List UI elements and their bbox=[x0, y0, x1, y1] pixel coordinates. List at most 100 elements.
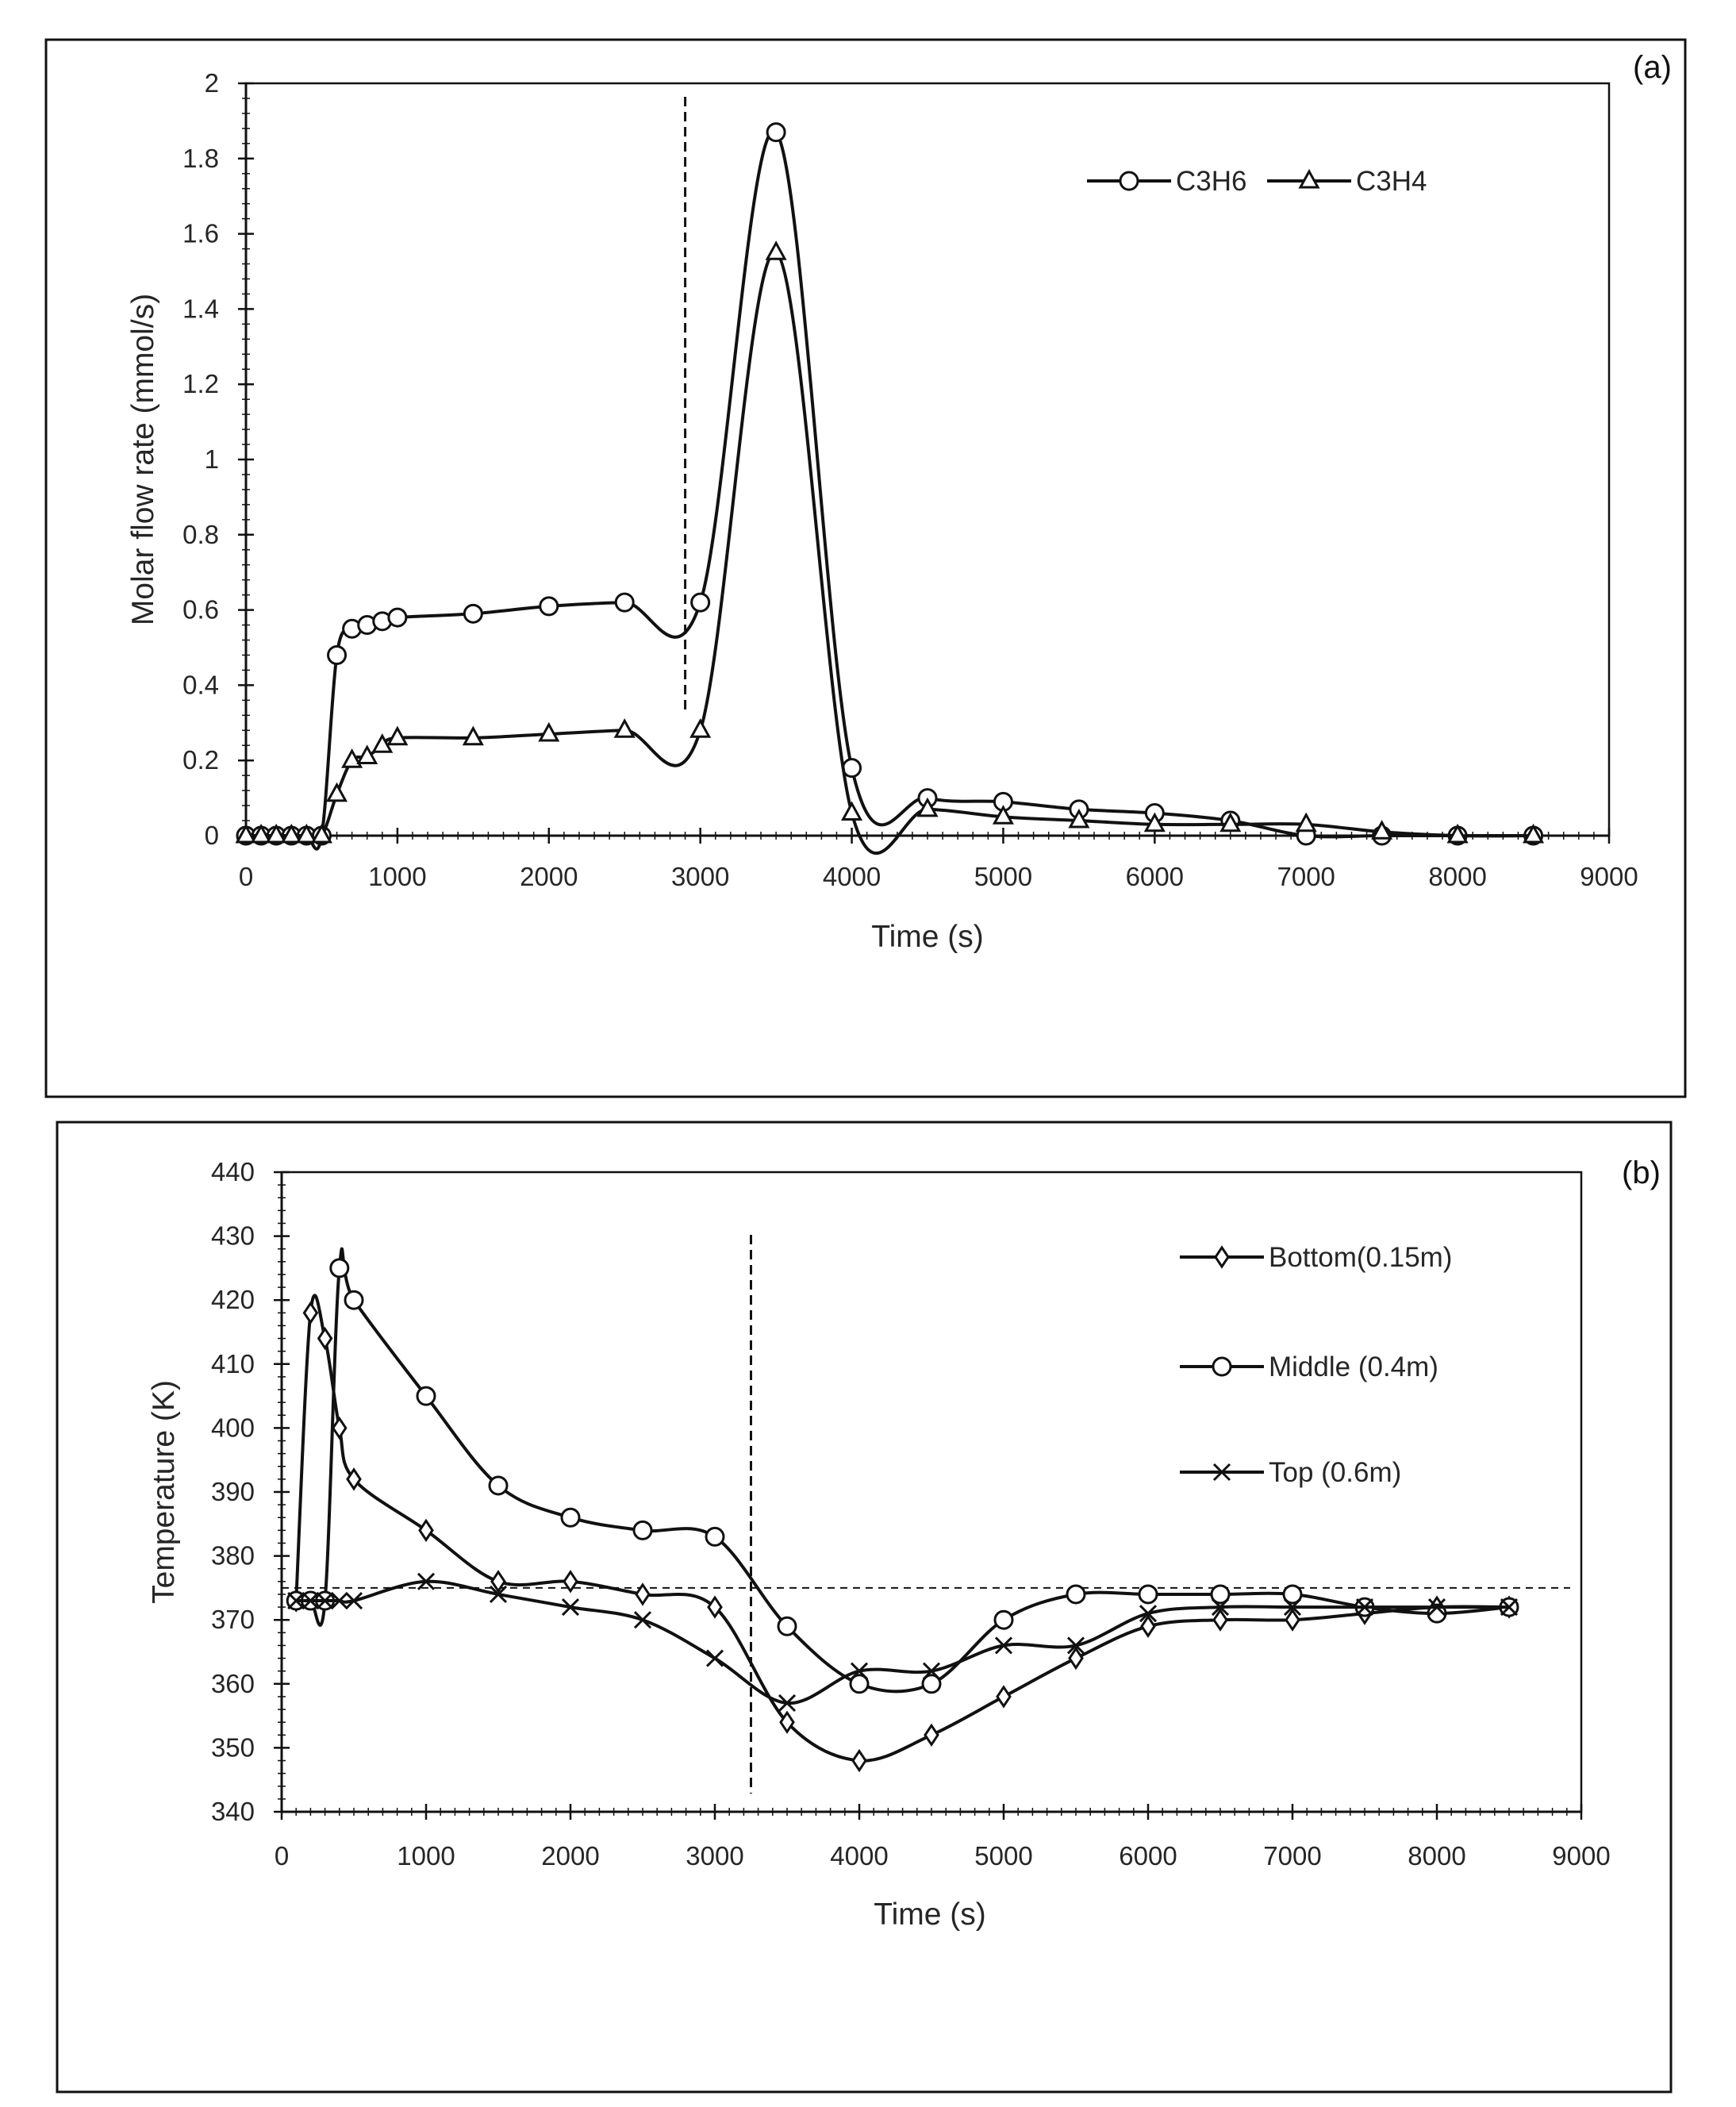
a-y-tick-label: 0.2 bbox=[182, 745, 219, 775]
b-y-tick-label: 420 bbox=[211, 1285, 255, 1314]
b-legend-item-top-0-6m: Top (0.6m) bbox=[1180, 1457, 1401, 1488]
b-data-point-top-0-6m bbox=[1066, 1636, 1085, 1655]
a-data-point-c3h4 bbox=[538, 721, 560, 742]
b-data-point-middle-0-4m bbox=[1066, 1584, 1086, 1605]
b-series-line-middle-0-4m bbox=[296, 1247, 1510, 1694]
b-data-point-top-0-6m bbox=[489, 1585, 508, 1604]
a-data-point-c3h4 bbox=[613, 718, 636, 738]
b-legend-item-middle-0-4m: Middle (0.4m) bbox=[1180, 1351, 1438, 1382]
a-data-point-c3h6 bbox=[842, 758, 862, 779]
b-data-point-top-0-6m bbox=[922, 1662, 941, 1680]
panel-b-label: (b) bbox=[1622, 1155, 1661, 1190]
panel-b-axes: 0 1000 2000 3000 4000 5000 6000 7000 8000 9000 340… bbox=[211, 1157, 1611, 1871]
a-series-c3h4 bbox=[235, 240, 1545, 855]
a-x-tick-label: 6000 bbox=[1126, 862, 1184, 891]
a-x-tick-label: 8000 bbox=[1428, 862, 1486, 891]
panel-a-legend: C3H6 C3H4 bbox=[1087, 166, 1427, 197]
panel-a-axes: 0 1000 2000 3000 4000 5000 6000 7000 8000 9000 0 0.… bbox=[182, 68, 1638, 891]
b-data-point-bottom-0-15m bbox=[346, 1467, 362, 1491]
a-data-point-c3h4 bbox=[462, 725, 484, 746]
b-data-point-middle-0-4m bbox=[1282, 1584, 1303, 1605]
b-data-point-top-0-6m bbox=[1355, 1598, 1374, 1617]
b-data-point-top-0-6m bbox=[633, 1611, 652, 1629]
b-x-tick-label: 3000 bbox=[686, 1841, 743, 1871]
a-x-tick-label: 0 bbox=[239, 862, 253, 891]
b-data-point-top-0-6m bbox=[316, 1591, 334, 1610]
b-data-point-top-0-6m bbox=[705, 1649, 724, 1667]
panel-b-y-axis-title: Temperature (K) bbox=[147, 1380, 181, 1604]
a-data-point-c3h4 bbox=[1068, 808, 1090, 829]
b-y-tick-label: 370 bbox=[211, 1605, 255, 1634]
panel-b-reference-lines bbox=[282, 1235, 1570, 1794]
b-data-point-middle-0-4m bbox=[1427, 1603, 1447, 1624]
a-x-tick-label: 9000 bbox=[1580, 862, 1638, 891]
b-legend-label-bottom-0-15m: Bottom(0.15m) bbox=[1269, 1242, 1452, 1273]
b-data-point-middle-0-4m bbox=[777, 1616, 797, 1636]
a-legend-marker-c3h6 bbox=[1119, 171, 1139, 191]
b-legend-label-top-0-6m: Top (0.6m) bbox=[1269, 1457, 1401, 1488]
a-series-c3h6 bbox=[236, 122, 1544, 851]
b-data-point-bottom-0-15m bbox=[851, 1748, 867, 1773]
b-data-point-middle-0-4m bbox=[1210, 1584, 1231, 1605]
a-data-point-c3h6 bbox=[387, 607, 408, 628]
b-data-point-top-0-6m bbox=[1427, 1598, 1446, 1617]
b-x-tick-label: 5000 bbox=[974, 1841, 1032, 1871]
b-y-tick-label: 350 bbox=[211, 1732, 255, 1762]
panel-b-x-axis-title: Time (s) bbox=[874, 1897, 986, 1932]
a-data-point-c3h4 bbox=[341, 748, 363, 768]
a-data-point-c3h4 bbox=[916, 797, 939, 817]
b-data-point-bottom-0-15m bbox=[1212, 1608, 1228, 1632]
a-data-point-c3h6 bbox=[766, 122, 786, 143]
a-x-tick-label: 1000 bbox=[368, 862, 426, 891]
b-data-point-top-0-6m bbox=[344, 1591, 363, 1610]
a-legend-item-c3h4: C3H4 bbox=[1267, 166, 1427, 197]
b-data-point-top-0-6m bbox=[1283, 1598, 1302, 1617]
b-y-tick-label: 390 bbox=[211, 1477, 255, 1506]
b-data-point-top-0-6m bbox=[561, 1598, 580, 1617]
a-y-tick-label: 0.8 bbox=[182, 520, 219, 549]
a-data-point-c3h4 bbox=[250, 823, 272, 844]
b-y-tick-label: 360 bbox=[211, 1669, 255, 1698]
a-data-point-c3h6 bbox=[539, 596, 559, 617]
a-data-point-c3h4 bbox=[689, 718, 712, 738]
a-data-point-c3h6 bbox=[463, 603, 483, 624]
b-data-point-bottom-0-15m bbox=[1285, 1608, 1300, 1632]
a-x-tick-label: 3000 bbox=[671, 862, 729, 891]
b-data-point-top-0-6m bbox=[417, 1572, 436, 1590]
a-data-point-c3h6 bbox=[327, 644, 348, 665]
a-data-point-c3h6 bbox=[690, 592, 711, 613]
a-y-tick-label: 0.4 bbox=[182, 670, 219, 699]
b-data-point-top-0-6m bbox=[287, 1591, 305, 1610]
b-x-tick-label: 7000 bbox=[1263, 1841, 1321, 1871]
b-data-point-middle-0-4m bbox=[921, 1674, 942, 1694]
a-y-tick-label: 1.8 bbox=[182, 144, 219, 173]
chart-panel-a: (a) Time (s) Molar flow rate (mmol/s) 0 1… bbox=[44, 38, 1687, 1098]
a-legend-item-c3h6: C3H6 bbox=[1087, 166, 1246, 197]
b-y-tick-label: 430 bbox=[211, 1221, 255, 1251]
a-y-tick-label: 1.4 bbox=[182, 294, 219, 323]
b-data-point-bottom-0-15m bbox=[490, 1570, 506, 1594]
b-data-point-middle-0-4m bbox=[416, 1386, 436, 1406]
b-data-point-bottom-0-15m bbox=[563, 1570, 578, 1594]
a-data-point-c3h4 bbox=[765, 240, 787, 260]
a-y-tick-label: 2 bbox=[205, 68, 219, 98]
a-legend-label-c3h6: C3H6 bbox=[1176, 166, 1246, 197]
b-legend-item-bottom-0-15m: Bottom(0.15m) bbox=[1180, 1242, 1452, 1273]
panel-a-frame bbox=[44, 38, 1687, 1098]
b-y-tick-label: 340 bbox=[211, 1797, 255, 1826]
b-data-point-top-0-6m bbox=[330, 1591, 348, 1610]
b-legend-label-middle-0-4m: Middle (0.4m) bbox=[1269, 1351, 1438, 1382]
a-data-point-c3h4 bbox=[295, 823, 317, 844]
b-data-point-bottom-0-15m bbox=[1140, 1614, 1156, 1638]
b-data-point-middle-0-4m bbox=[329, 1258, 350, 1278]
b-data-point-middle-0-4m bbox=[344, 1290, 364, 1310]
a-data-point-c3h4 bbox=[1446, 823, 1469, 844]
a-data-point-c3h4 bbox=[841, 801, 863, 821]
b-data-point-top-0-6m bbox=[1139, 1605, 1158, 1623]
b-data-point-bottom-0-15m bbox=[331, 1416, 348, 1440]
b-data-point-bottom-0-15m bbox=[302, 1301, 319, 1325]
a-series-line-c3h6 bbox=[246, 129, 1534, 851]
panel-b-series bbox=[286, 1247, 1519, 1773]
b-data-point-top-0-6m bbox=[1500, 1598, 1519, 1617]
